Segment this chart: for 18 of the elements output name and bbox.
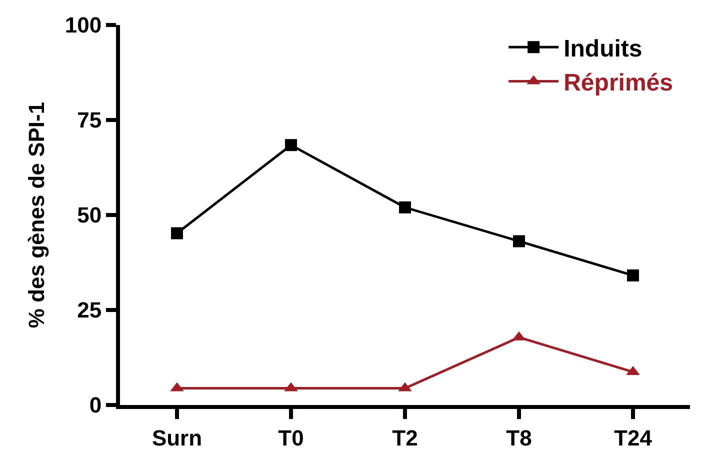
legend-label: Induits <box>564 35 642 62</box>
point <box>285 139 297 152</box>
point <box>627 269 639 282</box>
x-tick-label: T24 <box>614 425 653 450</box>
x-tick-label: T0 <box>278 425 304 450</box>
x-tick-label: T8 <box>506 425 532 450</box>
y-tick-label: 25 <box>77 298 102 323</box>
y-tick-label: 100 <box>64 12 102 38</box>
y-tick-label: 0 <box>89 392 102 418</box>
y-axis-title: % des gènes de SPI-1 <box>24 102 50 328</box>
point <box>171 227 183 240</box>
y-tick-label: 50 <box>77 202 102 228</box>
point <box>399 201 411 214</box>
y-tick-label: 75 <box>77 108 102 133</box>
legend-label: Réprimés <box>564 70 673 97</box>
x-tick-label: Surn <box>152 425 202 450</box>
x-tick-label: T2 <box>392 425 418 450</box>
point <box>513 235 525 248</box>
